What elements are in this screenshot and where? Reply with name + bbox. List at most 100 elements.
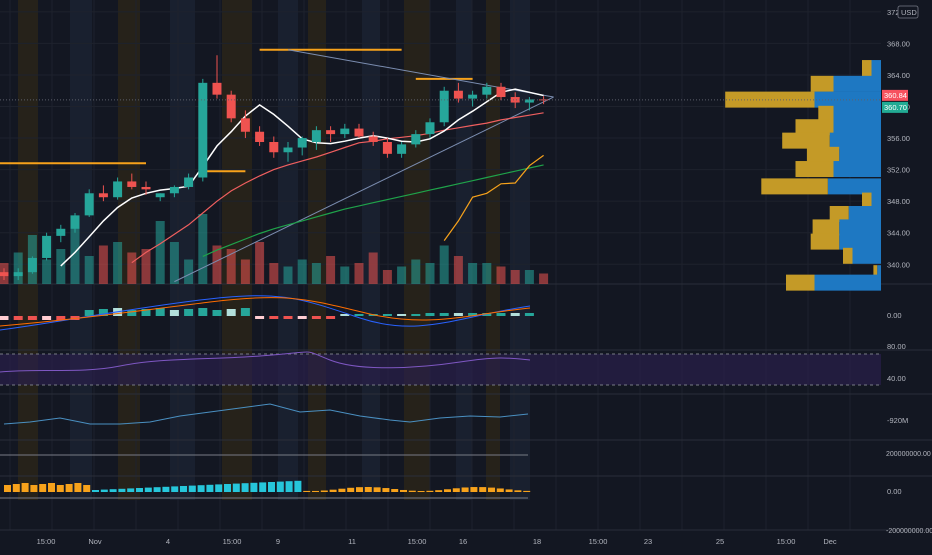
candle-body (453, 90, 463, 99)
time-axis-label: 15:00 (589, 537, 608, 546)
volume-profile-bar-b (848, 206, 881, 222)
osc-histogram-bar (144, 487, 152, 492)
osc-histogram-bar (312, 490, 319, 492)
volume-bar (141, 249, 151, 284)
osc-histogram-bar (276, 481, 284, 492)
osc-histogram-bar (83, 485, 91, 492)
macd-histogram-bar (141, 309, 151, 316)
candle-body (368, 136, 378, 142)
osc-histogram-bar (303, 490, 311, 492)
volume-bar (368, 252, 378, 284)
rsi-band (0, 354, 881, 385)
osc-histogram-bar (496, 488, 504, 492)
volume-bar (311, 263, 321, 284)
volume-bar (283, 266, 293, 284)
price-axis-label: 348.00 (887, 197, 910, 206)
volume-profile-bar-b (839, 233, 881, 250)
osc-histogram-bar (408, 490, 416, 492)
secondary-price-tag (882, 101, 908, 113)
volume-bar (240, 259, 250, 284)
macd-histogram-bar (510, 313, 520, 316)
volume-bar (155, 221, 165, 284)
obv-line (3, 403, 529, 425)
candle-body (468, 94, 478, 99)
candle-body (255, 131, 265, 142)
candle-body (198, 82, 208, 178)
volume-profile-bar-a (818, 105, 834, 122)
candle-body (184, 177, 194, 187)
volume-profile-bar-a (812, 219, 840, 236)
volume-profile-bar-a (829, 206, 849, 222)
osc-histogram-bar (127, 488, 135, 492)
volume-profile-bar-a (795, 161, 834, 178)
macd-histogram-bar (496, 313, 506, 316)
time-axis-label: Dec (823, 537, 837, 546)
candle-body (496, 86, 506, 98)
candle-body (42, 235, 52, 258)
currency-badge (897, 5, 919, 19)
time-axis-label: 25 (716, 537, 724, 546)
time-axis-label: 18 (533, 537, 541, 546)
osc-histogram-bar (435, 490, 443, 492)
osc-histogram-bar (56, 485, 64, 492)
volume-profile-bar-b (814, 274, 881, 291)
trend-line-upper (287, 49, 554, 98)
macd-histogram-bar (482, 313, 492, 316)
volume-profile-bar-b (833, 161, 881, 178)
osc-histogram-bar (197, 485, 205, 492)
osc-histogram-bar (48, 483, 55, 492)
volume-bar (453, 256, 463, 284)
osc-histogram-bar (162, 486, 170, 492)
macd-histogram-bar (240, 308, 250, 316)
candle-body (127, 181, 137, 187)
volume-bar (184, 259, 194, 284)
time-axis-label: 15:00 (408, 537, 427, 546)
osc-histogram-bar (109, 489, 117, 492)
macd-histogram-bar (468, 313, 478, 316)
candle-body (13, 272, 23, 277)
candle-body (510, 97, 520, 103)
osc-histogram-bar (364, 487, 372, 492)
volume-profile-bar-b (829, 132, 881, 149)
osc-histogram-bar (329, 489, 337, 492)
macd-histogram-bar (326, 316, 336, 319)
trend-line-lower (174, 96, 554, 283)
volume-profile-bar-a (810, 75, 834, 92)
osc-histogram-bar (488, 487, 495, 492)
volume-profile-bar-b (839, 146, 881, 163)
volume-bar (524, 270, 534, 284)
osc-histogram-bar (4, 485, 11, 492)
osc-histogram-bar (523, 490, 531, 492)
macd-histogram-bar (56, 316, 66, 320)
volume-bar (425, 263, 435, 284)
osc-histogram-bar (294, 480, 302, 492)
volume-bar (113, 242, 123, 284)
volume-profile-bar-a (873, 265, 878, 282)
osc-histogram-bar (514, 490, 522, 492)
candle-body (240, 118, 250, 132)
macd-histogram-bar (425, 313, 435, 316)
volume-profile-bar-a (761, 178, 828, 195)
macd-histogram-bar (13, 316, 23, 320)
macd-histogram-bar (84, 310, 94, 316)
volume-bar (354, 263, 364, 284)
secondary-price-text: 360.70 (884, 103, 907, 112)
candle-body (283, 147, 293, 153)
rsi-axis-label: 80.00 (887, 342, 906, 351)
time-axis-label: 16 (459, 537, 467, 546)
osc-histogram-bar (74, 483, 82, 492)
volume-bar (411, 259, 421, 284)
osc-axis-label: 0.00 (887, 487, 902, 496)
rsi-line (0, 351, 531, 373)
macd-histogram-bar (382, 314, 392, 316)
obv-axis-label: -920M (887, 416, 908, 425)
currency-label: USD (901, 8, 917, 17)
volume-bar (84, 256, 94, 284)
osc-histogram-bar (206, 484, 214, 492)
osc-histogram-bar (30, 485, 38, 492)
sma-slow-line (202, 164, 544, 257)
volume-profile-bar-a (843, 247, 853, 264)
macd-histogram-bar (226, 309, 236, 316)
